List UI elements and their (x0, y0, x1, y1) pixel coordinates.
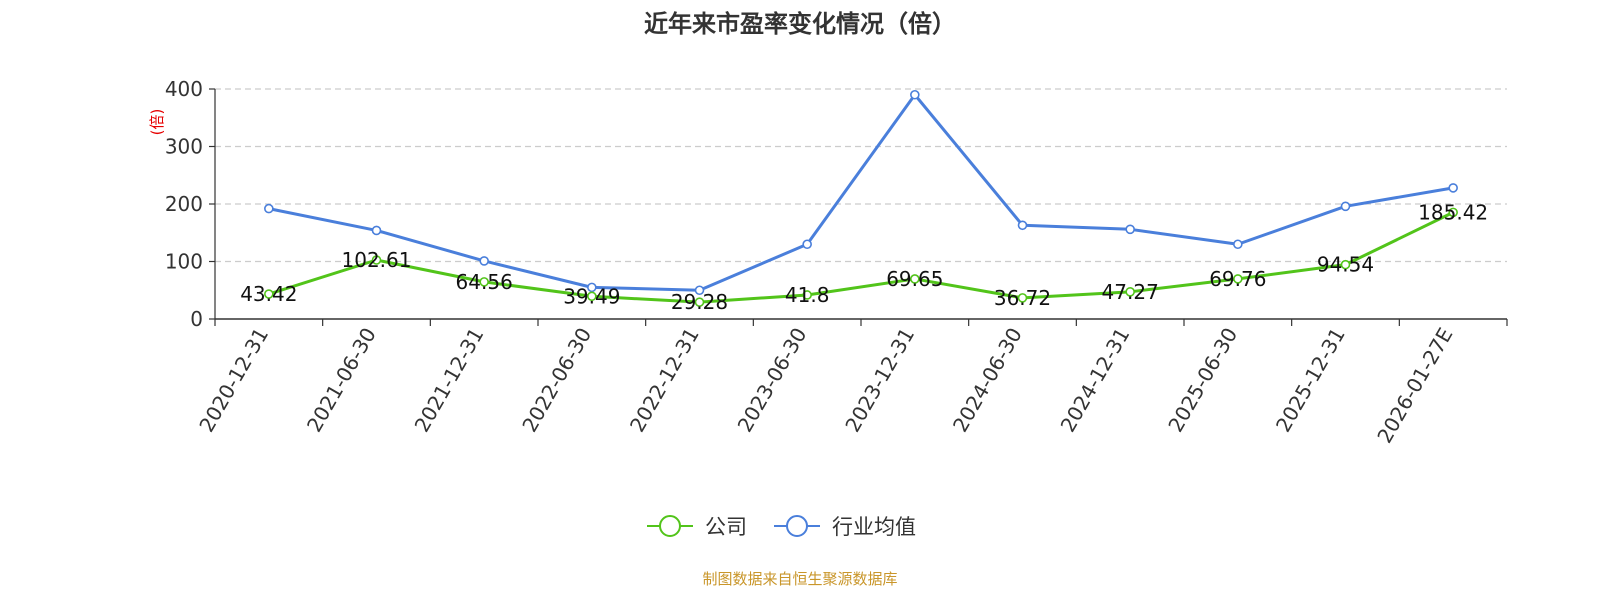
data-point[interactable] (802, 290, 812, 300)
data-label: 102.61 (342, 248, 412, 272)
data-label: 64.56 (456, 270, 513, 294)
data-point[interactable] (1340, 201, 1351, 212)
data-point[interactable] (802, 239, 812, 250)
x-tick-label: 2020-12-31 (194, 324, 273, 437)
legend-label: 行业均值 (832, 515, 916, 539)
data-label: 69.76 (1209, 267, 1266, 291)
data-point[interactable] (694, 297, 705, 307)
data-point[interactable] (1125, 287, 1135, 297)
data-label: 36.72 (994, 286, 1051, 310)
data-label: 47.27 (1102, 280, 1159, 304)
y-axis-label: (倍) (148, 109, 166, 136)
data-point[interactable] (587, 291, 597, 302)
y-tick-label: 0 (190, 307, 203, 331)
data-labels: 43.42 102.61 64.56 39.49 29.28 41.8 69.65 36.72… (240, 200, 1488, 314)
data-point[interactable] (1233, 239, 1243, 250)
data-point[interactable] (264, 289, 274, 299)
x-tick-label: 2025-06-30 (1163, 324, 1242, 437)
data-label: 29.28 (671, 290, 728, 314)
data-point[interactable] (1448, 207, 1458, 218)
data-point[interactable] (371, 225, 382, 236)
data-point[interactable] (1233, 274, 1243, 284)
series-line-1 (268, 93, 1454, 292)
x-tick-label: 2026-01-27E (1372, 324, 1457, 448)
data-point[interactable] (1448, 183, 1458, 193)
x-tick-label: 2023-12-31 (840, 323, 919, 436)
data-point[interactable] (694, 285, 705, 296)
x-tick-label: 2024-12-31 (1056, 324, 1135, 437)
data-point[interactable] (1340, 259, 1351, 270)
y-tick-label: 200 (165, 192, 203, 216)
y-tick-label: 300 (165, 135, 203, 159)
x-tick-label: 2024-06-30 (948, 324, 1027, 437)
data-label: 185.42 (1418, 200, 1488, 224)
legend-item-0[interactable]: 公司 (647, 515, 747, 539)
chart-title: 近年来市盈率变化情况（倍） (644, 10, 956, 38)
legend-label: 公司 (705, 515, 747, 539)
data-point[interactable] (371, 255, 382, 265)
series-lines (264, 89, 1458, 307)
data-point[interactable] (1125, 224, 1135, 235)
data-point[interactable] (479, 256, 489, 266)
data-source-note: 制图数据来自恒生聚源数据库 (702, 570, 897, 588)
data-label: 41.8 (785, 283, 830, 307)
data-point[interactable] (587, 282, 597, 293)
data-label: 39.49 (563, 284, 620, 308)
data-point[interactable] (910, 89, 920, 100)
x-tick-label: 2023-06-30 (733, 324, 812, 437)
data-label: 43.42 (240, 282, 297, 306)
gridlines (215, 88, 1507, 263)
data-point[interactable] (910, 274, 920, 284)
data-label: 69.65 (886, 267, 943, 291)
data-point[interactable] (1017, 220, 1028, 231)
legend-swatch-marker (786, 515, 808, 537)
data-point[interactable] (1017, 293, 1028, 303)
data-point[interactable] (479, 277, 489, 287)
series-line-0 (268, 211, 1454, 304)
legend[interactable]: 公司 行业均值 (647, 515, 916, 539)
y-tick-label: 100 (165, 250, 203, 274)
legend-item-1[interactable]: 行业均值 (774, 515, 916, 539)
data-label: 94.54 (1317, 253, 1374, 277)
x-tick-label: 2022-12-31 (625, 324, 704, 437)
x-tick-label: 2021-12-31 (410, 323, 489, 436)
x-tick-label: 2022-06-30 (517, 324, 596, 437)
legend-swatch-marker (659, 515, 681, 537)
data-point[interactable] (264, 203, 274, 214)
y-tick-label: 400 (165, 77, 203, 101)
x-tick-label: 2025-12-31 (1271, 324, 1350, 437)
x-tick-label: 2021-06-30 (302, 324, 381, 437)
